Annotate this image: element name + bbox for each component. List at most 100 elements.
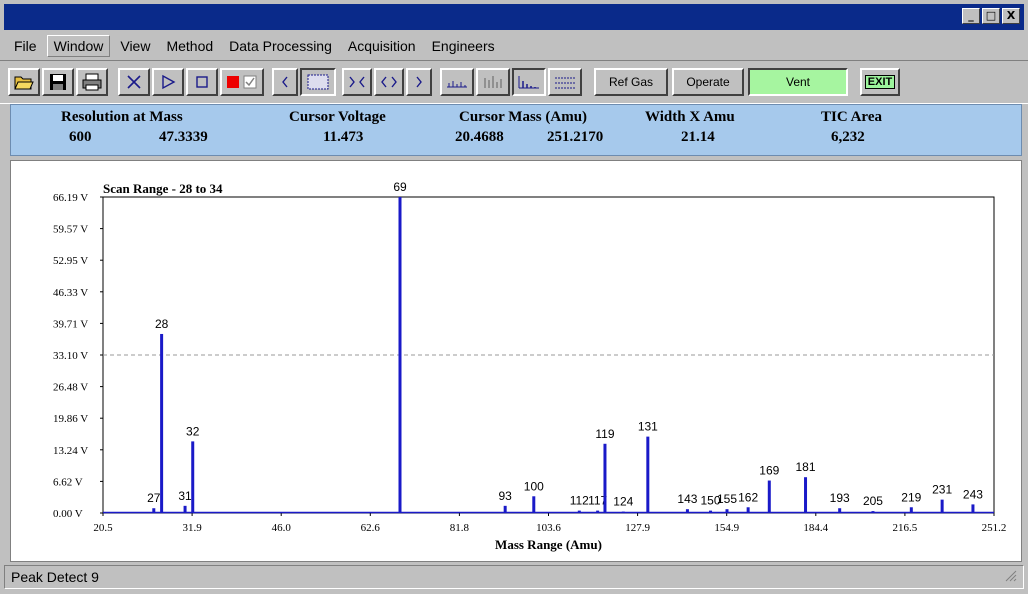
x-tick-label: 251.2 — [982, 522, 1007, 534]
cursor-voltage-value: 11.473 — [323, 129, 364, 145]
zoom-frame-icon — [307, 74, 329, 90]
x-tick-label: 184.4 — [803, 522, 828, 534]
exit-button[interactable]: EXIT — [860, 68, 900, 96]
zoom-in-button[interactable] — [342, 68, 372, 96]
maximize-button[interactable]: □ — [982, 8, 1000, 24]
peak-bar — [577, 510, 581, 513]
peak-bar — [909, 507, 913, 513]
peak-bar — [646, 436, 650, 513]
peak-view-button[interactable] — [512, 68, 546, 96]
y-tick-label: 59.57 V — [53, 224, 88, 236]
peak-bar — [398, 197, 402, 513]
chart-area[interactable]: 0.00 V 6.62 V 13.24 V 19.86 V 26.48 V 33.10 V… — [10, 160, 1022, 562]
trend-view-button[interactable] — [548, 68, 582, 96]
peak-bar — [603, 443, 607, 513]
spectrum-view-button[interactable] — [440, 68, 474, 96]
peak-label: 150 — [701, 494, 721, 508]
peak-label: 169 — [759, 464, 779, 478]
peak-bar — [621, 511, 625, 513]
printer-icon — [82, 73, 102, 91]
width-value: 21.14 — [681, 129, 715, 145]
play-button[interactable] — [152, 68, 184, 96]
minimize-button[interactable]: _ — [962, 8, 980, 24]
print-button[interactable] — [76, 68, 108, 96]
stop-button[interactable] — [186, 68, 218, 96]
peak-bar — [503, 505, 507, 513]
peak-label: 69 — [393, 180, 407, 194]
zoom-out-button[interactable] — [374, 68, 404, 96]
peak-label: 117 — [588, 494, 607, 508]
y-tick-label: 6.62 V — [53, 476, 83, 488]
width-header: Width X Amu — [645, 109, 735, 125]
menu-engineers[interactable]: Engineers — [431, 38, 495, 54]
resize-grip-icon[interactable] — [1003, 568, 1017, 582]
x-tick-label: 20.5 — [93, 522, 113, 534]
y-tick-label: 0.00 V — [53, 508, 83, 520]
menu-acquisition[interactable]: Acquisition — [347, 38, 416, 54]
peak-label: 27 — [147, 491, 161, 505]
cursor-mass-header: Cursor Mass (Amu) — [459, 109, 588, 125]
exit-label: EXIT — [864, 75, 896, 89]
peak-bar — [746, 507, 750, 513]
peak-label: 112 — [570, 494, 589, 508]
cancel-button[interactable] — [118, 68, 150, 96]
close-x-icon — [127, 75, 141, 89]
play-icon — [162, 74, 176, 90]
scroll-right-button[interactable] — [406, 68, 432, 96]
x-tick-label: 46.0 — [272, 522, 292, 534]
save-button[interactable] — [42, 68, 74, 96]
peak-bar — [767, 480, 771, 513]
peak-label: 119 — [595, 427, 614, 441]
x-tick-label: 62.6 — [361, 522, 381, 534]
menu-file[interactable]: File — [14, 38, 37, 54]
menu-bar: File Window View Method Data Processing … — [0, 34, 1028, 58]
resolution-mass-value: 47.3339 — [159, 129, 208, 145]
menu-data-processing[interactable]: Data Processing — [229, 38, 332, 54]
x-tick-label: 216.5 — [893, 522, 918, 534]
menu-method[interactable]: Method — [166, 38, 214, 54]
x-tick-label: 31.9 — [182, 522, 202, 534]
peak-bar — [725, 509, 729, 513]
peak-bar — [183, 505, 187, 513]
menu-view[interactable]: View — [120, 38, 151, 54]
peak-label: 100 — [524, 479, 544, 493]
operate-button[interactable]: Operate — [672, 68, 744, 96]
cursor-mass-end: 251.2170 — [547, 129, 604, 145]
vent-button[interactable]: Vent — [748, 68, 848, 96]
toolbar: Ref Gas Operate Vent EXIT — [0, 60, 1028, 104]
zoom-in-arrows-icon — [349, 76, 365, 88]
scroll-left-button[interactable] — [272, 68, 298, 96]
peak-label: 93 — [498, 489, 512, 503]
peak-bar — [709, 510, 713, 513]
open-folder-button[interactable] — [8, 68, 40, 96]
chevron-right-icon — [416, 76, 422, 88]
peak-label: 181 — [796, 460, 816, 474]
status-bar: Peak Detect 9 — [4, 565, 1024, 589]
resolution-header: Resolution at Mass — [61, 109, 183, 125]
mass-spectrum-chart[interactable]: 0.00 V 6.62 V 13.24 V 19.86 V 26.48 V 33.10 V… — [11, 161, 1021, 561]
record-button[interactable] — [220, 68, 264, 96]
peak-label: 32 — [186, 424, 200, 438]
status-text: Peak Detect 9 — [11, 569, 99, 585]
peak-bar — [871, 511, 875, 513]
x-tick-label: 81.8 — [450, 522, 470, 534]
title-bar: _ □ X — [0, 0, 1028, 34]
peak-label: 28 — [155, 317, 169, 331]
trend-graph-icon — [555, 77, 575, 89]
y-tick-label: 33.10 V — [53, 350, 88, 362]
y-tick-label: 52.95 V — [53, 255, 88, 267]
open-folder-icon — [14, 76, 34, 90]
close-button[interactable]: X — [1002, 8, 1020, 24]
menu-window[interactable]: Window — [46, 35, 111, 57]
chart-title: Scan Range - 28 to 34 — [103, 181, 223, 196]
peak-bar — [940, 499, 944, 513]
y-tick-label: 26.48 V — [53, 382, 88, 394]
peak-label: 231 — [932, 483, 952, 497]
zoom-view-button[interactable] — [300, 68, 336, 96]
peak-bar — [191, 441, 195, 513]
peak-bar — [160, 333, 164, 513]
readout-panel: Resolution at Mass 600 47.3339 Cursor Vo… — [10, 104, 1022, 156]
bar-graph-button[interactable] — [476, 68, 510, 96]
cursor-voltage-header: Cursor Voltage — [289, 109, 386, 125]
ref-gas-button[interactable]: Ref Gas — [594, 68, 668, 96]
